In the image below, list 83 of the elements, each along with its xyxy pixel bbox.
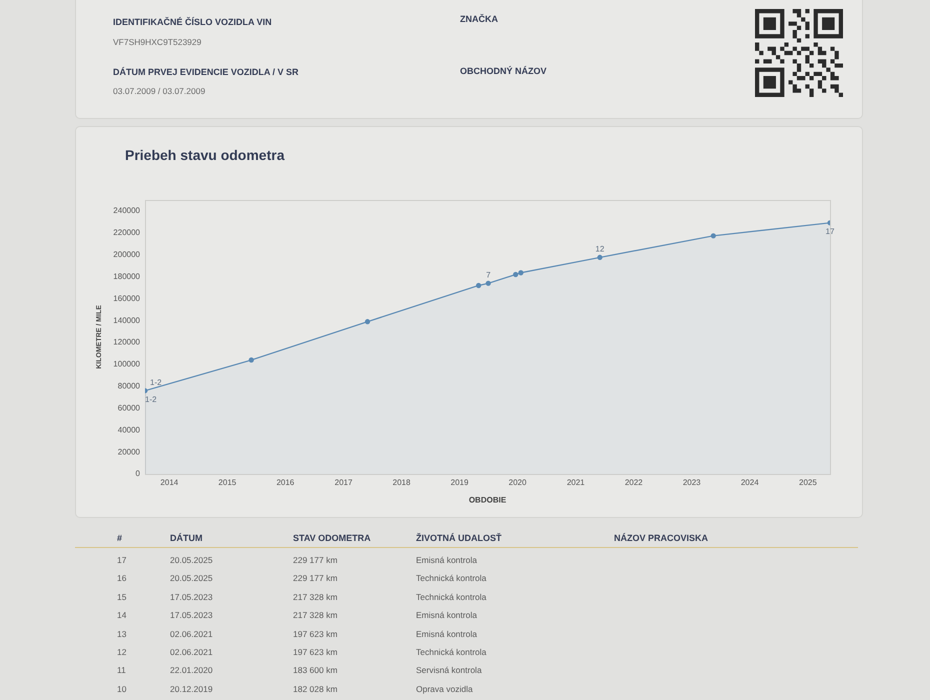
x-tick-label: 2016 <box>276 478 295 488</box>
annotation: 1-2 <box>145 394 158 404</box>
text: OBCHODNÝ NÁZOV <box>460 66 547 77</box>
text: 13 <box>117 628 126 639</box>
text: 229 177 km <box>293 573 338 584</box>
text: STAV ODOMETRA <box>293 533 371 544</box>
text: 11 <box>117 665 126 676</box>
text: VF7SH9HXC9T523929 <box>113 37 202 48</box>
point <box>364 319 370 324</box>
x-tick-label: 2014 <box>160 478 179 488</box>
annotation: 7 <box>486 270 492 280</box>
text: Oprava vozidla <box>416 684 473 694</box>
text: 02.06.2021 <box>170 628 213 639</box>
text: 17.05.2023 <box>170 592 213 602</box>
point <box>476 282 482 288</box>
y-tick-label: 60000 <box>118 403 141 412</box>
text: Technická kontrola <box>416 573 486 584</box>
y-tick-label: 200000 <box>113 250 141 260</box>
text: 02.06.2021 <box>170 647 213 658</box>
annotation: 12 <box>595 244 605 254</box>
point <box>513 272 518 278</box>
y-tick-label: 100000 <box>113 360 141 369</box>
text: 20.05.2025 <box>170 555 213 566</box>
x-tick-label: 2015 <box>218 478 237 488</box>
text: DÁTUM PRVEJ EVIDENCIE VOZIDLA / V SR <box>113 67 299 78</box>
text: 03.07.2009 / 03.07.2009 <box>113 86 206 96</box>
y-tick-label: 140000 <box>113 316 141 325</box>
x-tick-label: 2020 <box>508 478 527 488</box>
y-tick-label: 40000 <box>118 425 141 434</box>
text: Technická kontrola <box>416 647 486 658</box>
x-tick-label: 2017 <box>334 478 353 488</box>
text: 229 177 km <box>293 555 338 566</box>
text: 217 328 km <box>293 592 338 602</box>
point <box>248 357 254 363</box>
text: 22.01.2020 <box>170 665 213 676</box>
x-tick-label: 2019 <box>450 478 469 488</box>
y-tick-label: 120000 <box>113 338 141 347</box>
text: 10 <box>117 684 126 694</box>
text: 217 328 km <box>293 610 338 621</box>
annotation: 1-2 <box>150 378 162 387</box>
x-axis-title: OBDOBIE <box>468 495 507 504</box>
text: ŽIVOTNÁ UDALOSŤ <box>416 533 502 544</box>
text: Emisná kontrola <box>416 610 477 621</box>
y-tick-label: 20000 <box>118 447 141 456</box>
y-tick-label: 240000 <box>113 206 141 216</box>
point <box>486 280 491 286</box>
y-tick-label: 80000 <box>118 382 141 391</box>
text: Emisná kontrola <box>416 555 477 566</box>
point <box>518 270 524 276</box>
x-tick-label: 2025 <box>799 478 818 488</box>
x-tick-label: 2022 <box>624 478 644 488</box>
text: 17 <box>117 555 126 566</box>
text: 16 <box>117 573 126 584</box>
text: Emisná kontrola <box>416 628 477 639</box>
chart-title: Priebeh stavu odometra <box>125 147 284 164</box>
text: 17.05.2023 <box>170 610 213 621</box>
point <box>597 254 602 260</box>
y-tick-label: 180000 <box>113 272 141 281</box>
text: 20.12.2019 <box>170 684 213 694</box>
text: ZNAČKA <box>460 14 498 25</box>
text: 197 623 km <box>293 647 338 658</box>
text: DÁTUM <box>170 533 202 544</box>
y-tick-label: 0 <box>136 469 141 478</box>
text: 182 028 km <box>293 684 338 694</box>
text: Servisná kontrola <box>416 665 482 676</box>
y-tick-label: 160000 <box>113 294 141 303</box>
text: 15 <box>117 592 126 602</box>
text: # <box>117 533 122 544</box>
text: 197 623 km <box>293 628 338 639</box>
text: 14 <box>117 610 126 621</box>
text: 20.05.2025 <box>170 573 213 584</box>
text: Technická kontrola <box>416 592 486 602</box>
annotation: 17 <box>826 227 835 236</box>
text: 183 600 km <box>293 665 338 676</box>
text: 12 <box>117 647 126 658</box>
text: NÁZOV PRACOVISKA <box>614 533 708 544</box>
x-tick-label: 2021 <box>566 478 586 488</box>
x-tick-label: 2018 <box>392 478 411 488</box>
x-tick-label: 2023 <box>682 478 702 488</box>
x-tick-label: 2024 <box>740 478 760 488</box>
point <box>710 233 716 238</box>
y-tick-label: 220000 <box>113 228 141 238</box>
text: IDENTIFIKAČNÉ ČÍSLO VOZIDLA VIN <box>113 17 272 28</box>
